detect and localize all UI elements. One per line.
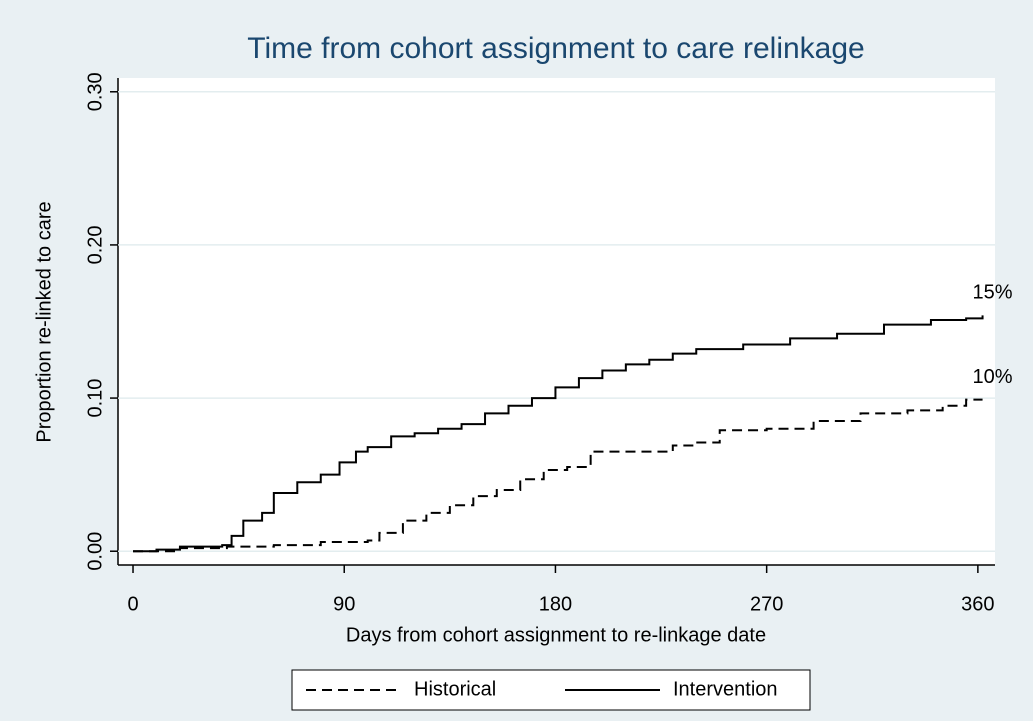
end-label: 15% [973,282,1013,304]
y-tick-label: 0.30 [84,72,106,111]
chart-title: Time from cohort assignment to care reli… [247,32,864,65]
x-tick-label: 180 [539,593,572,615]
line-series [133,315,984,553]
x-tick-label: 0 [127,593,138,615]
legend-label: Intervention [673,678,778,700]
y-axis-label: Proportion re-linked to care [33,201,55,442]
y-tick-label: 0.20 [84,225,106,264]
x-tick-label: 90 [333,593,355,615]
legend-label: Historical [414,678,496,700]
x-tick-label: 270 [750,593,783,615]
y-tick-label: 0.10 [84,379,106,418]
x-axis-label: Days from cohort assignment to re-linkag… [346,624,766,646]
end-label: 10% [973,366,1013,388]
line-series [133,398,983,553]
plot-area [118,78,995,565]
x-tick-label: 360 [961,593,994,615]
y-tick-label: 0.00 [84,532,106,571]
